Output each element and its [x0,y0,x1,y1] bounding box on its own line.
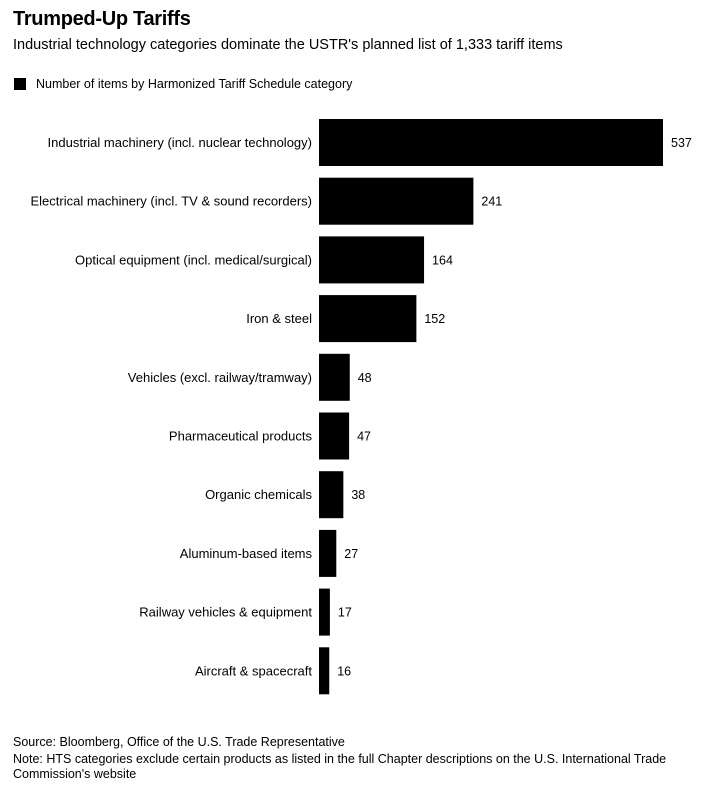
value-label: 27 [344,547,358,561]
value-label: 537 [671,136,692,150]
legend: Number of items by Harmonized Tariff Sch… [14,77,352,91]
footer: Source: Bloomberg, Office of the U.S. Tr… [13,735,703,782]
bar [319,529,337,577]
value-label: 241 [481,195,502,209]
bar [319,353,350,401]
category-label: Pharmaceutical products [169,429,313,444]
value-label: 47 [357,430,371,444]
value-label: 38 [351,488,365,502]
bar [319,236,425,284]
category-label: Aluminum-based items [180,546,313,561]
chart-title: Trumped-Up Tariffs [13,8,191,30]
value-label: 48 [358,371,372,385]
category-label: Aircraft & spacecraft [195,663,312,678]
bar-chart: Industrial machinery (incl. nuclear tech… [30,119,692,695]
category-label: Electrical machinery (incl. TV & sound r… [30,194,312,209]
legend-swatch [14,78,26,90]
bar [319,471,344,519]
bar [319,647,330,695]
category-label: Organic chemicals [205,487,312,502]
category-label: Iron & steel [246,311,312,326]
legend-label: Number of items by Harmonized Tariff Sch… [36,77,353,91]
bar [319,412,350,460]
category-label: Optical equipment (incl. medical/surgica… [75,252,312,267]
chart-subtitle: Industrial technology categories dominat… [13,37,563,53]
bar [319,177,474,225]
bar [319,588,330,636]
category-label: Industrial machinery (incl. nuclear tech… [48,135,312,150]
value-label: 16 [337,664,351,678]
category-label: Vehicles (excl. railway/tramway) [128,370,312,385]
category-label: Railway vehicles & equipment [139,605,312,620]
source-text: Source: Bloomberg, Office of the U.S. Tr… [13,735,345,749]
note-text: Note: HTS categories exclude certain pro… [13,752,667,781]
bar [319,295,417,343]
bar [319,119,663,166]
value-label: 17 [338,606,352,620]
value-label: 152 [424,312,445,326]
value-label: 164 [432,253,453,267]
